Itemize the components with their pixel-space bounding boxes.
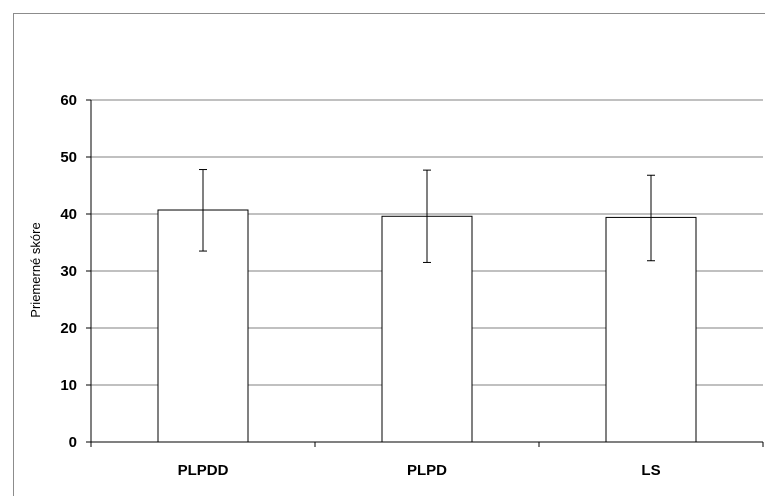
y-axis-title: Priemerné skóre [28, 222, 43, 317]
x-category-labels: PLPDD PLPD LS [178, 462, 661, 479]
y-tick-label: 50 [60, 149, 77, 166]
y-tick-label: 30 [60, 263, 77, 280]
y-tick-label: 0 [69, 434, 77, 451]
axes [86, 99, 764, 447]
bars [157, 209, 697, 443]
error-bars [199, 169, 655, 263]
x-category-label: PLPDD [178, 462, 229, 479]
y-tick-label: 60 [60, 92, 77, 109]
y-tick-labels: 0 10 20 30 40 50 60 [60, 92, 77, 451]
y-tick-label: 40 [60, 206, 77, 223]
y-tick-label: 20 [60, 320, 77, 337]
x-category-label: LS [641, 462, 660, 479]
x-category-label: PLPD [407, 462, 447, 479]
y-tick-label: 10 [60, 377, 77, 394]
